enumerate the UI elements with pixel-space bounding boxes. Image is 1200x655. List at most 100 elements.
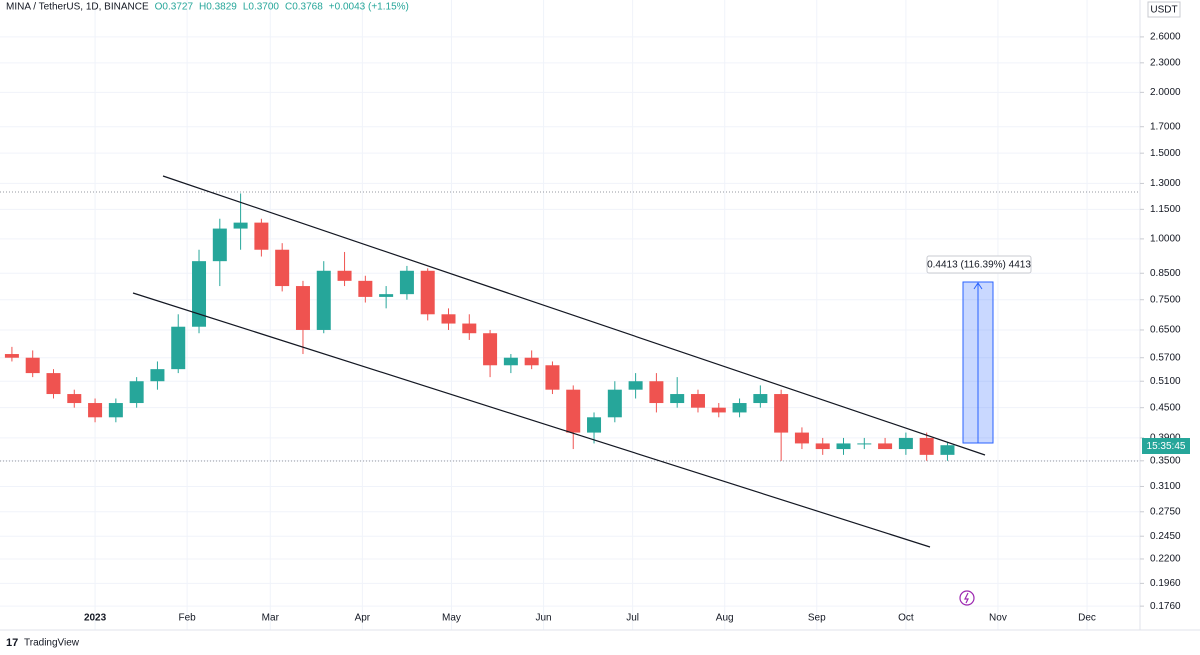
ohlc-value: C0.3768 <box>285 2 323 13</box>
y-tick-label: 0.8500 <box>1150 268 1181 279</box>
event-icon-bolt <box>964 592 969 604</box>
candle-body <box>399 270 414 295</box>
candle-body <box>420 270 435 315</box>
y-tick-label: 0.1760 <box>1150 601 1181 612</box>
x-tick-label: Aug <box>716 613 734 624</box>
candle-body <box>46 373 61 395</box>
candle-body <box>857 443 872 445</box>
time-axis: 2023 Feb Mar Apr May Jun Jul Aug Sep Oct Nov Dec <box>84 613 1096 624</box>
candle-body <box>753 394 768 404</box>
candle-body <box>88 403 103 418</box>
candle-body <box>732 403 747 413</box>
y-tick-label: 1.1500 <box>1150 204 1181 215</box>
candle-body <box>295 286 310 330</box>
candle-body <box>815 443 830 450</box>
candle-body <box>25 357 40 374</box>
brand-name[interactable]: TradingView <box>24 638 80 649</box>
y-tick-label: 0.3500 <box>1150 455 1181 466</box>
candle-body <box>275 249 290 287</box>
ohlc-value: L0.3700 <box>243 2 280 13</box>
ohlc-value: O0.3727 <box>155 2 194 13</box>
candle-body <box>607 389 622 418</box>
candle-body <box>503 357 518 366</box>
candle-body <box>462 323 477 334</box>
currency: USDT <box>1150 5 1177 16</box>
upper-trendline <box>162 175 986 456</box>
candle-body <box>379 294 394 297</box>
candle-body <box>690 394 705 408</box>
brand-logo: 17 <box>6 637 18 649</box>
x-tick-label: Sep <box>808 613 826 624</box>
event-icon[interactable] <box>959 590 975 606</box>
candle-body <box>628 381 643 390</box>
x-tick-label: 2023 <box>84 613 107 624</box>
ohlc-value: +0.0043 (+1.15%) <box>329 2 409 13</box>
x-tick-label: Feb <box>179 613 197 624</box>
x-tick-label: Jul <box>626 613 639 624</box>
candle-body <box>483 333 498 366</box>
candle-body <box>711 407 726 413</box>
candle-body <box>919 437 934 455</box>
y-tick-label: 0.3100 <box>1150 481 1181 492</box>
candle-body <box>171 326 186 370</box>
candle-body <box>774 394 789 433</box>
y-tick-label: 1.7000 <box>1150 121 1181 132</box>
candles <box>4 193 955 461</box>
candle-body <box>524 357 539 366</box>
measure-label: 0.4413 (116.39%) 4413 <box>927 260 1031 271</box>
candle-body <box>545 365 560 390</box>
y-tick-label: 0.4500 <box>1150 402 1181 413</box>
lower-trendline <box>132 292 931 548</box>
y-tick-label: 0.5100 <box>1150 376 1181 387</box>
candle-body <box>4 354 19 358</box>
y-tick-label: 2.0000 <box>1150 87 1181 98</box>
y-tick-label: 0.2450 <box>1150 531 1181 542</box>
candle-body <box>192 261 207 327</box>
x-tick-label: Nov <box>989 613 1007 624</box>
x-tick-label: Jun <box>535 613 551 624</box>
candle-body <box>212 228 227 262</box>
candle-body <box>150 369 165 382</box>
candle-body <box>337 270 352 281</box>
candle-body <box>794 432 809 444</box>
x-tick-label: Apr <box>355 613 371 624</box>
symbol-title: MINA / TetherUS, 1D, BINANCE <box>6 2 149 13</box>
currency-box[interactable] <box>1147 1 1181 18</box>
x-tick-label: Oct <box>898 613 914 624</box>
y-tick-label: 1.0000 <box>1150 234 1181 245</box>
candle-body <box>649 381 664 404</box>
y-tick-label: 0.6500 <box>1150 325 1181 336</box>
y-tick-label: 2.3000 <box>1150 57 1181 68</box>
candle-body <box>878 443 893 450</box>
x-tick-label: May <box>442 613 461 624</box>
candle-body <box>129 381 144 404</box>
ohlc-value: H0.3829 <box>199 2 237 13</box>
y-tick-label: 0.1960 <box>1150 578 1181 589</box>
y-tick-label: 2.6000 <box>1150 32 1181 43</box>
x-tick-label: Dec <box>1078 613 1096 624</box>
candle-body <box>940 445 955 455</box>
y-tick-label: 1.5000 <box>1150 148 1181 159</box>
y-tick-label: 0.2750 <box>1150 506 1181 517</box>
candle-body <box>233 222 248 229</box>
candle-body <box>441 314 456 324</box>
candle-body <box>898 437 913 450</box>
measure-label-box <box>926 255 1032 274</box>
candle-body <box>67 394 82 404</box>
y-tick-label: 0.5700 <box>1150 352 1181 363</box>
candle-body <box>108 403 123 418</box>
countdown: 15:35:45 <box>1147 441 1186 452</box>
candle-body <box>670 394 685 404</box>
measure-arrowhead <box>973 282 983 290</box>
y-tick-label: 0.7500 <box>1150 294 1181 305</box>
grid <box>0 0 1140 630</box>
candle-body <box>566 389 581 433</box>
y-tick-label: 1.3000 <box>1150 178 1181 189</box>
candle-body <box>316 270 331 330</box>
x-tick-label: Mar <box>262 613 280 624</box>
candle-body <box>587 417 602 433</box>
price-axis: 2.6000 2.3000 2.0000 1.7000 1.5000 1.3000 1.15… <box>1140 32 1181 612</box>
candle-body <box>254 222 269 250</box>
countdown-tag <box>1142 438 1190 454</box>
